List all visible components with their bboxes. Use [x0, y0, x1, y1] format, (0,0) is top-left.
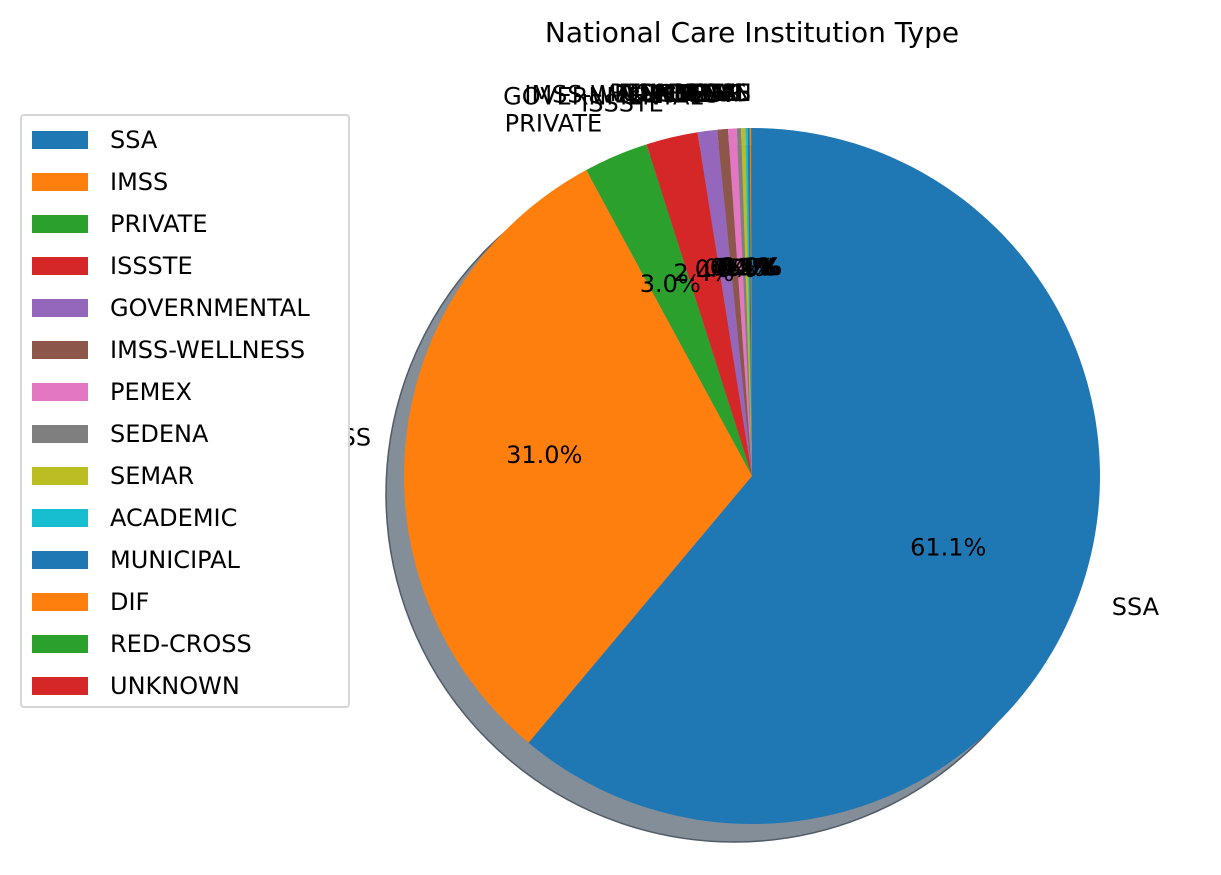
legend: SSA IMSS PRIVATE ISSSTE GOVERNMENTAL IMSS-WEL… — [20, 114, 350, 708]
slice-label-issste: ISSSTE — [581, 89, 664, 117]
legend-label: SEMAR — [110, 462, 195, 490]
legend-swatch — [32, 593, 88, 611]
legend-label: SEDENA — [110, 420, 209, 448]
legend-item-academic: ACADEMIC — [32, 506, 237, 530]
legend-item-private: PRIVATE — [32, 212, 208, 236]
chart-title: National Care Institution Type — [544, 16, 960, 49]
slice-percent-ssa: 61.1% — [910, 533, 986, 561]
slice-label-unknown: UNKNOWN — [622, 79, 752, 107]
slice-label-ssa: SSA — [1112, 593, 1160, 621]
slice-percent-governmental: 0.9% — [695, 255, 756, 283]
legend-label: IMSS-WELLNESS — [110, 336, 306, 364]
legend-item-dif: DIF — [32, 590, 149, 614]
slice-percent-imss: 31.0% — [506, 441, 582, 469]
slice-percent-academic: 0.1% — [718, 253, 779, 281]
legend-label: RED-CROSS — [110, 630, 252, 658]
pie-slice-dif — [749, 128, 752, 477]
slice-percent-pemex: 0.4% — [710, 254, 771, 282]
pie-slice-red-cross — [750, 128, 752, 476]
legend-swatch — [32, 215, 88, 233]
legend-item-unknown: UNKNOWN — [32, 674, 240, 698]
pie-slice-governmental — [697, 129, 752, 476]
legend-label: UNKNOWN — [110, 672, 240, 700]
slice-label-red-cross: RED-CROSS — [609, 79, 751, 107]
slice-percent-dif: 0.0% — [721, 253, 782, 281]
pie-slice-private — [586, 144, 752, 476]
legend-swatch — [32, 635, 88, 653]
pie-slice-sedena — [736, 128, 752, 476]
pie-slice-academic — [745, 128, 752, 477]
slice-percent-municipal: 0.1% — [720, 253, 781, 281]
pie-slice-semar — [741, 128, 752, 476]
legend-swatch — [32, 551, 88, 569]
slice-label-governmental: GOVERNMENTAL — [503, 82, 703, 110]
legend-item-issste: ISSSTE — [32, 254, 193, 278]
slice-label-private: PRIVATE — [505, 110, 603, 138]
legend-label: IMSS — [110, 168, 169, 196]
pie-slice-issste — [646, 132, 752, 476]
slice-label-municipal: MUNICIPAL — [619, 79, 749, 107]
pie-slice-imss-wellness — [717, 128, 752, 476]
legend-swatch — [32, 131, 88, 149]
legend-swatch — [32, 677, 88, 695]
pie-slice-municipal — [747, 128, 752, 476]
slice-percent-private: 3.0% — [640, 270, 701, 298]
legend-swatch — [32, 509, 88, 527]
slice-label-pemex: PEMEX — [648, 80, 730, 108]
slice-label-imss-wellness: IMSS-WELLNESS — [524, 81, 719, 109]
legend-label: MUNICIPAL — [110, 546, 240, 574]
slice-percent-red-cross: 0.0% — [721, 253, 782, 281]
slice-label-sedena: SEDENA — [639, 79, 738, 107]
legend-swatch — [32, 467, 88, 485]
legend-item-municipal: MUNICIPAL — [32, 548, 240, 572]
slice-label-dif: DIF — [711, 79, 750, 107]
pie-slice-ssa — [528, 128, 1101, 825]
legend-item-sedena: SEDENA — [32, 422, 208, 446]
legend-label: ISSSTE — [110, 252, 193, 280]
slice-percent-unknown: 0.0% — [721, 253, 782, 281]
legend-swatch — [32, 299, 88, 317]
legend-item-ssa: SSA — [32, 128, 157, 152]
legend-label: SSA — [110, 126, 158, 154]
legend-label: ACADEMIC — [110, 504, 238, 532]
slice-percent-sedena: 0.2% — [714, 253, 775, 281]
legend-swatch — [32, 341, 88, 359]
pie-slice-pemex — [727, 128, 752, 476]
pie-slice-imss — [404, 169, 752, 743]
legend-label: GOVERNMENTAL — [110, 294, 310, 322]
legend-label: DIF — [110, 588, 150, 616]
legend-item-pemex: PEMEX — [32, 380, 192, 404]
legend-label: PRIVATE — [110, 210, 208, 238]
slice-percent-issste: 2.4% — [673, 259, 734, 287]
legend-label: PEMEX — [110, 378, 192, 406]
pie-slices — [404, 128, 1101, 825]
legend-item-semar: SEMAR — [32, 464, 194, 488]
legend-item-governmental: GOVERNMENTAL — [32, 296, 310, 320]
legend-item-imss-wellness: IMSS-WELLNESS — [32, 338, 305, 362]
legend-item-red-cross: RED-CROSS — [32, 632, 252, 656]
legend-swatch — [32, 425, 88, 443]
legend-swatch — [32, 257, 88, 275]
legend-swatch — [32, 173, 88, 191]
slice-percent-semar: 0.2% — [716, 253, 777, 281]
slice-percent-imss-wellness: 0.5% — [704, 254, 765, 282]
legend-item-imss: IMSS — [32, 170, 168, 194]
legend-swatch — [32, 383, 88, 401]
slice-label-semar: SEMAR — [658, 79, 742, 107]
slice-label-academic: ACADEMIC — [619, 79, 746, 107]
